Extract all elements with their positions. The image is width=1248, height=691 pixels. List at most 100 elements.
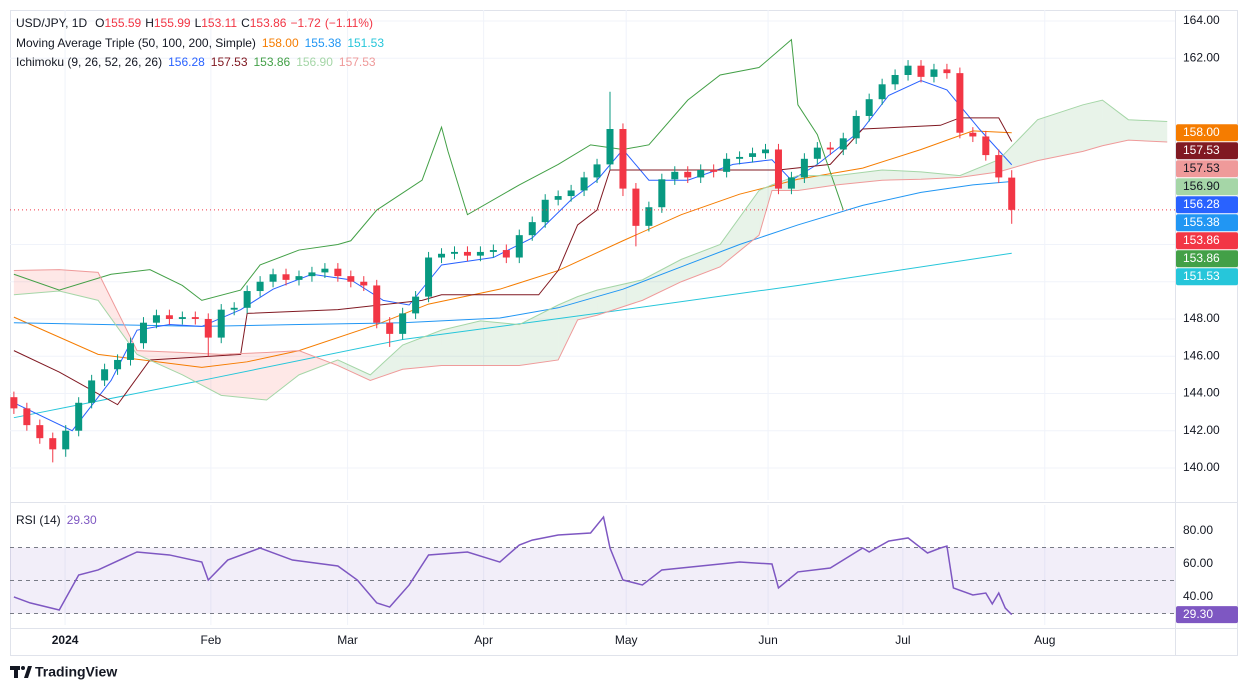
candle-body bbox=[1008, 177, 1016, 210]
price-badge-label: 153.86 bbox=[1183, 233, 1220, 247]
ohlc-value: 155.99 bbox=[154, 16, 191, 30]
x-tick-label: Jun bbox=[758, 633, 777, 647]
candle-body bbox=[541, 199, 549, 223]
candle-body bbox=[995, 155, 1003, 178]
candle-body bbox=[463, 251, 471, 256]
price-badge bbox=[1176, 124, 1238, 142]
price-badge bbox=[1176, 142, 1238, 160]
candle-body bbox=[438, 253, 446, 258]
candle-body bbox=[684, 171, 692, 178]
candle-body bbox=[774, 149, 782, 189]
cloud-fill bbox=[441, 320, 481, 366]
x-tick-label: Apr bbox=[474, 633, 493, 647]
candle-body bbox=[982, 136, 990, 156]
candle-body bbox=[671, 171, 679, 180]
x-tick-label: Aug bbox=[1034, 633, 1055, 647]
candle-body bbox=[749, 153, 757, 157]
candle-body bbox=[139, 322, 147, 344]
candle-body bbox=[450, 251, 458, 254]
candle-body bbox=[515, 235, 523, 258]
candle-body bbox=[165, 315, 173, 319]
candle-body bbox=[49, 438, 57, 450]
candle-body bbox=[554, 196, 562, 200]
candle-body bbox=[114, 359, 122, 370]
cloud-fill bbox=[1037, 104, 1083, 161]
cloud-fill bbox=[1128, 119, 1168, 143]
y-tick-label: 164.00 bbox=[1183, 13, 1220, 27]
price-badge bbox=[1176, 268, 1238, 286]
indicator-name: Ichimoku (9, 26, 52, 26, 26) bbox=[16, 55, 162, 69]
cloud-fill bbox=[882, 169, 922, 181]
candle-body bbox=[567, 190, 575, 197]
y-tick-label: 144.00 bbox=[1183, 386, 1220, 400]
candle-body bbox=[62, 430, 70, 450]
candle-body bbox=[502, 250, 510, 258]
rsi-title: RSI (14) bbox=[16, 513, 61, 527]
indicator-line bbox=[13, 38, 844, 301]
candle-body bbox=[178, 317, 186, 319]
candle-body bbox=[930, 69, 938, 77]
cloud-fill bbox=[182, 352, 222, 396]
logo-slash bbox=[24, 666, 32, 678]
y-tick-label: 142.00 bbox=[1183, 423, 1220, 437]
candle-body bbox=[282, 274, 290, 280]
candle-body bbox=[762, 149, 770, 154]
candle-body bbox=[230, 307, 238, 310]
x-tick-label: Jul bbox=[895, 633, 910, 647]
price-badge bbox=[1176, 250, 1238, 268]
candle-body bbox=[334, 268, 342, 277]
cloud-fill bbox=[266, 350, 299, 400]
candle-body bbox=[75, 402, 83, 431]
candle-body bbox=[697, 169, 705, 178]
indicator-line bbox=[13, 139, 1168, 381]
candle-body bbox=[412, 296, 420, 314]
price-badge bbox=[1176, 232, 1238, 250]
candle-body bbox=[710, 169, 718, 172]
cloud-fill bbox=[136, 350, 183, 375]
frame bbox=[10, 10, 1238, 656]
price-badge bbox=[1176, 178, 1238, 196]
candle-body bbox=[217, 309, 225, 338]
candle-body bbox=[360, 281, 368, 286]
candle-body bbox=[152, 315, 160, 323]
indicator-line bbox=[13, 252, 1012, 419]
indicator-line bbox=[13, 99, 1168, 401]
x-tick-label: May bbox=[615, 633, 638, 647]
logo bbox=[10, 666, 32, 678]
price-badge bbox=[1176, 606, 1238, 624]
price-badge-label: 155.38 bbox=[1183, 215, 1220, 229]
cloud-fill bbox=[480, 320, 520, 366]
candle-body bbox=[904, 65, 912, 75]
candle-body bbox=[813, 147, 821, 159]
candle-body bbox=[321, 268, 329, 273]
cloud-fill bbox=[1102, 100, 1129, 146]
cloud-fill bbox=[298, 350, 338, 375]
indicator-value: 156.90 bbox=[296, 55, 333, 69]
candle-body bbox=[736, 156, 744, 159]
price-badge-label: 157.53 bbox=[1183, 143, 1220, 157]
candle-body bbox=[593, 164, 601, 178]
cloud-fill bbox=[59, 269, 99, 301]
ohlc-label: C bbox=[241, 16, 250, 30]
candle-body bbox=[127, 343, 135, 360]
candle-body bbox=[373, 285, 381, 323]
change-pct: (−1.11%) bbox=[325, 16, 373, 30]
cloud-fill bbox=[1082, 100, 1103, 152]
y-tick-label: 80.00 bbox=[1183, 523, 1213, 537]
candle-body bbox=[632, 188, 640, 226]
candle-body bbox=[580, 177, 588, 191]
ohlc-label: O bbox=[95, 16, 104, 30]
price-badge bbox=[1176, 160, 1238, 178]
candle-body bbox=[425, 257, 433, 297]
y-tick-label: 60.00 bbox=[1183, 556, 1213, 570]
candle-body bbox=[243, 291, 251, 308]
candle-body bbox=[917, 65, 925, 77]
symbol-title: USD/JPY, 1D bbox=[16, 16, 87, 30]
candle-body bbox=[826, 147, 834, 150]
candle-body bbox=[528, 222, 536, 236]
legend-row: USD/JPY, 1D O155.59 H155.99 L153.11 C153.86−… bbox=[16, 16, 373, 30]
candle-body bbox=[723, 158, 731, 172]
rsi-value: 29.30 bbox=[67, 513, 97, 527]
change-value: −1.72 bbox=[290, 16, 321, 30]
price-badge bbox=[1176, 214, 1238, 232]
